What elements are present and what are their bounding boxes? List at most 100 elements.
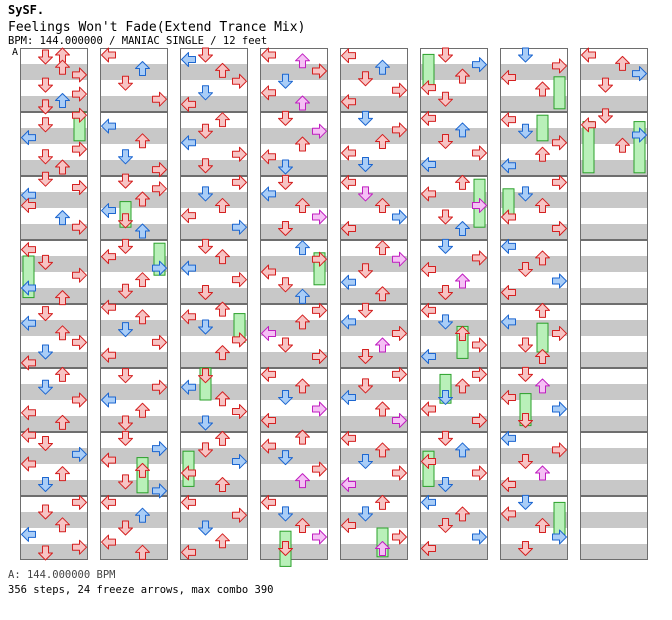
left-arrow-icon	[501, 112, 516, 128]
down-arrow-icon	[598, 77, 613, 93]
right-arrow-icon	[232, 146, 247, 162]
right-arrow-icon	[312, 209, 327, 225]
beat-stripe	[340, 512, 408, 528]
left-arrow-icon	[21, 405, 36, 421]
measure-box	[500, 432, 568, 496]
left-arrow-icon	[341, 48, 356, 64]
right-arrow-icon	[472, 412, 487, 428]
measure-box	[500, 48, 568, 112]
left-arrow-icon	[21, 130, 36, 146]
up-arrow-icon	[215, 391, 230, 407]
right-arrow-icon	[552, 135, 567, 151]
right-arrow-icon	[392, 465, 407, 481]
beat-stripe	[180, 480, 248, 496]
beat-stripe	[260, 480, 328, 496]
beat-stripe	[420, 128, 488, 144]
measure-box	[500, 176, 568, 240]
beat-stripe	[500, 448, 568, 464]
measure-box	[20, 496, 88, 560]
beat-stripe	[100, 352, 168, 368]
freeze-arrow-icon	[536, 322, 549, 353]
up-arrow-icon	[215, 112, 230, 128]
down-arrow-icon	[278, 450, 293, 466]
down-arrow-icon	[358, 71, 373, 87]
beat-stripe	[420, 288, 488, 304]
up-arrow-icon	[55, 466, 70, 482]
right-arrow-icon	[392, 122, 407, 138]
left-arrow-icon	[181, 208, 196, 224]
beat-stripe	[580, 192, 648, 208]
left-arrow-icon	[261, 494, 276, 510]
measure-box	[420, 48, 488, 112]
beat-stripe	[420, 192, 488, 208]
right-arrow-icon	[312, 251, 327, 267]
left-arrow-icon	[421, 156, 436, 172]
beat-stripe	[500, 480, 568, 496]
down-arrow-icon	[38, 436, 53, 452]
right-arrow-icon	[552, 273, 567, 289]
right-arrow-icon	[552, 325, 567, 341]
measure-box	[340, 240, 408, 304]
down-arrow-icon	[198, 319, 213, 335]
measure-box	[420, 112, 488, 176]
right-arrow-icon	[552, 220, 567, 236]
beat-stripe	[100, 224, 168, 240]
measure-box	[260, 368, 328, 432]
measure-box	[500, 112, 568, 176]
beat-stripe	[100, 480, 168, 496]
left-arrow-icon	[181, 494, 196, 510]
freeze-arrow-icon	[633, 121, 646, 174]
beat-stripe	[580, 352, 648, 368]
up-arrow-icon	[375, 401, 390, 417]
measure-box	[20, 368, 88, 432]
down-arrow-icon	[518, 47, 533, 63]
song-title: Feelings Won't Fade(Extend Trance Mix)	[8, 20, 306, 35]
right-arrow-icon	[232, 73, 247, 89]
right-arrow-icon	[72, 334, 87, 350]
down-arrow-icon	[118, 474, 133, 490]
chart-column	[500, 48, 568, 560]
up-arrow-icon	[375, 494, 390, 510]
left-arrow-icon	[101, 299, 116, 315]
up-arrow-icon	[215, 533, 230, 549]
beat-stripe	[580, 384, 648, 400]
beat-stripe	[580, 544, 648, 560]
up-arrow-icon	[135, 223, 150, 239]
left-arrow-icon	[581, 47, 596, 63]
right-arrow-icon	[552, 529, 567, 545]
measure-box	[340, 496, 408, 560]
up-arrow-icon	[535, 465, 550, 481]
beat-stripe	[340, 128, 408, 144]
down-arrow-icon	[438, 209, 453, 225]
beat-stripe	[340, 384, 408, 400]
measure-box	[580, 496, 648, 560]
freeze-arrow-icon	[536, 114, 549, 142]
down-arrow-icon	[38, 117, 53, 133]
chart-info: BPM: 144.000000 / MANIAC SINGLE / 12 fee…	[8, 35, 268, 47]
right-arrow-icon	[312, 123, 327, 139]
measure-box	[260, 304, 328, 368]
beat-stripe	[420, 320, 488, 336]
down-arrow-icon	[518, 540, 533, 556]
right-arrow-icon	[152, 260, 167, 276]
measure-box	[580, 368, 648, 432]
beat-stripe	[580, 448, 648, 464]
up-arrow-icon	[215, 62, 230, 78]
right-arrow-icon	[232, 404, 247, 420]
measure-box	[340, 432, 408, 496]
up-arrow-icon	[295, 314, 310, 330]
beat-stripe	[260, 384, 328, 400]
beat-stripe	[100, 384, 168, 400]
measure-box	[100, 176, 168, 240]
down-arrow-icon	[278, 174, 293, 190]
right-arrow-icon	[312, 348, 327, 364]
down-arrow-icon	[358, 110, 373, 126]
measure-box	[340, 48, 408, 112]
measure-box	[500, 368, 568, 432]
right-arrow-icon	[552, 442, 567, 458]
down-arrow-icon	[438, 517, 453, 533]
down-arrow-icon	[38, 254, 53, 270]
right-arrow-icon	[312, 461, 327, 477]
beat-stripe	[580, 256, 648, 272]
beat-stripe	[500, 352, 568, 368]
